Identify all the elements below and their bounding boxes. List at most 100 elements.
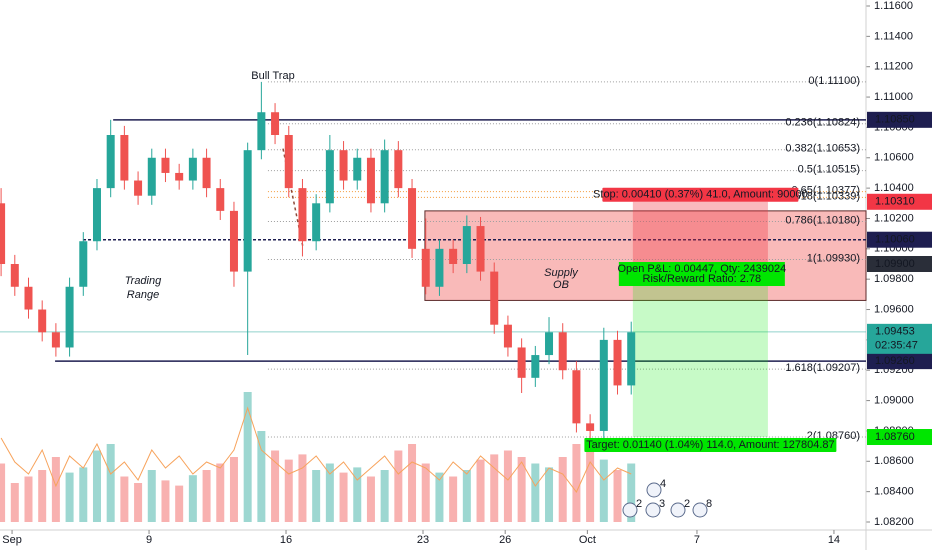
price-box-label: 1.10310	[875, 196, 915, 208]
volume-bar	[161, 480, 170, 522]
trend-line	[282, 148, 304, 248]
candle-body	[38, 309, 47, 333]
fib-label: 1(1.09930)	[807, 252, 860, 264]
candle-body	[298, 188, 307, 242]
volume-bar	[586, 450, 595, 522]
volume-bar	[175, 485, 184, 522]
event-icon	[646, 482, 662, 498]
volume-bar	[476, 459, 485, 522]
volume-bar	[558, 457, 567, 522]
y-tick-label: 1.09000	[874, 394, 914, 406]
fib-label: 0(1.11100)	[808, 75, 860, 87]
event-icon	[670, 502, 686, 518]
volume-bar	[312, 470, 321, 522]
volume-bar	[421, 463, 430, 522]
event-count: 3	[659, 498, 665, 510]
candle-body	[408, 188, 417, 249]
y-tick-label: 1.11000	[874, 91, 913, 103]
pnl-label: Open P&L: 0.00447, Qty: 2439024	[617, 263, 786, 275]
y-tick-label: 1.11400	[874, 30, 913, 42]
volume-bar	[106, 444, 115, 522]
fib-label: 0.5(1.10515)	[798, 164, 860, 176]
volume-bar	[366, 476, 375, 522]
price-box-label: 1.10850	[875, 114, 915, 126]
candle-body	[421, 248, 430, 287]
x-tick-label: 23	[417, 534, 429, 546]
rr-label: Risk/Reward Ratio: 2.78	[643, 273, 762, 285]
candle-body	[175, 172, 184, 181]
volume-bar	[257, 431, 266, 522]
event-count: 2	[636, 498, 642, 510]
candle-body	[24, 286, 33, 310]
target-zone	[632, 264, 768, 438]
price-box-label: 1.10060	[875, 234, 915, 246]
volume-bar	[92, 450, 101, 522]
y-tick-label: 1.08200	[874, 516, 914, 528]
candle-body	[202, 157, 211, 189]
candle-body	[120, 135, 129, 181]
candle-body	[490, 271, 499, 325]
volume-bar	[339, 472, 348, 522]
candle-body	[599, 339, 608, 431]
annotation: Bull Trap	[251, 70, 294, 82]
volume-bar	[202, 470, 211, 522]
volume-bar	[188, 475, 197, 522]
volume-bar	[394, 450, 403, 522]
candle-body	[517, 347, 526, 378]
y-tick-label: 1.11600	[874, 0, 913, 12]
volume-bar	[229, 457, 238, 522]
candle-body	[284, 135, 293, 189]
stop-label-box	[602, 187, 799, 202]
volume-bar	[435, 472, 444, 522]
event-icon	[692, 502, 708, 518]
stop-label: Stop: 0.00410 (0.37%) 41.0, Amount: 9000…	[593, 189, 808, 201]
x-tick-label: 26	[499, 534, 511, 546]
volume-bar	[531, 463, 540, 522]
y-tick-label: 1.08400	[874, 486, 914, 498]
volume-bar	[298, 454, 307, 522]
x-tick-label: 14	[828, 534, 840, 546]
stop-zone	[632, 201, 768, 264]
y-tick-label: 1.09600	[874, 303, 914, 315]
candle-body	[243, 150, 252, 272]
volume-bar	[572, 444, 581, 522]
candle-body	[0, 203, 6, 264]
volume-bar	[545, 467, 554, 522]
candle-body	[572, 370, 581, 424]
volume-bar	[38, 470, 47, 522]
volume-bar	[462, 470, 471, 522]
candle-body	[10, 264, 19, 287]
annotation: Trading	[125, 275, 162, 287]
candle-body	[92, 188, 101, 242]
candle-body	[353, 157, 362, 181]
y-tick-label: 1.10200	[874, 212, 914, 224]
candle-body	[545, 332, 554, 356]
candle-body	[627, 332, 636, 386]
volume-bar	[599, 459, 608, 522]
annotation: OB	[553, 279, 569, 291]
volume-bar	[353, 467, 362, 522]
volume-bar	[503, 450, 512, 522]
price-box-label: 1.08760	[875, 431, 915, 443]
x-tick-label: Sep	[2, 534, 22, 546]
x-tick-label: 7	[694, 534, 700, 546]
candle-body	[188, 157, 197, 181]
volume-bar	[449, 476, 458, 522]
volume-bar	[325, 463, 334, 522]
volume-bar	[134, 483, 143, 522]
candle-body	[613, 339, 622, 386]
volume-bar	[627, 463, 636, 522]
candle-body	[325, 150, 334, 204]
fib-label: 1.618(1.09207)	[785, 362, 860, 374]
volume-bar	[10, 483, 19, 522]
volume-bar	[0, 463, 6, 522]
volume-bar	[517, 457, 526, 522]
price-box	[867, 353, 932, 370]
current-price-box	[867, 323, 932, 354]
price-box	[867, 231, 932, 248]
annotation: Supply	[544, 267, 579, 279]
candle-body	[462, 226, 471, 264]
price-box	[867, 256, 932, 272]
volume-bar	[24, 476, 33, 522]
